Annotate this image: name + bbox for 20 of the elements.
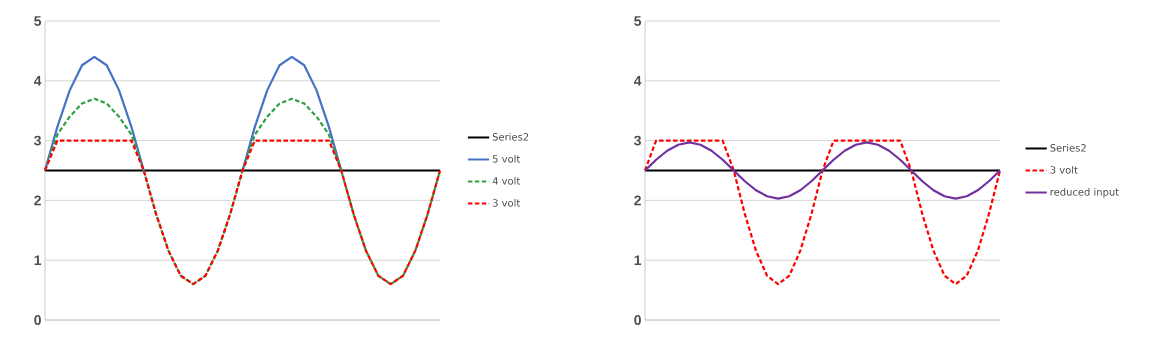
legend-label: 3 volt (1050, 165, 1078, 174)
legend-label: Series2 (1050, 143, 1086, 152)
y-tick-label: 1 (634, 255, 642, 265)
y-tick-label: 0 (634, 315, 641, 325)
y-tick-label: 1 (34, 255, 42, 265)
line-series (43, 97, 442, 286)
y-tick-label: 4 (33, 76, 42, 86)
y-tick-label: 2 (634, 195, 641, 206)
legend-label: 4 volt (492, 176, 521, 185)
y-tick-label: 3 (34, 135, 41, 146)
y-tick-label: 5 (634, 16, 642, 26)
legend-label: 3 volt (492, 198, 521, 207)
legend-label: Series2 (492, 132, 529, 141)
legend-label: 5 volt (492, 154, 521, 163)
y-tick-label: 0 (34, 315, 41, 325)
y-tick-label: 5 (34, 16, 42, 26)
legend-label: reduced input (1050, 187, 1119, 198)
y-tick-label: 3 (634, 135, 641, 146)
y-tick-label: 4 (633, 76, 642, 86)
y-tick-label: 2 (34, 195, 41, 206)
